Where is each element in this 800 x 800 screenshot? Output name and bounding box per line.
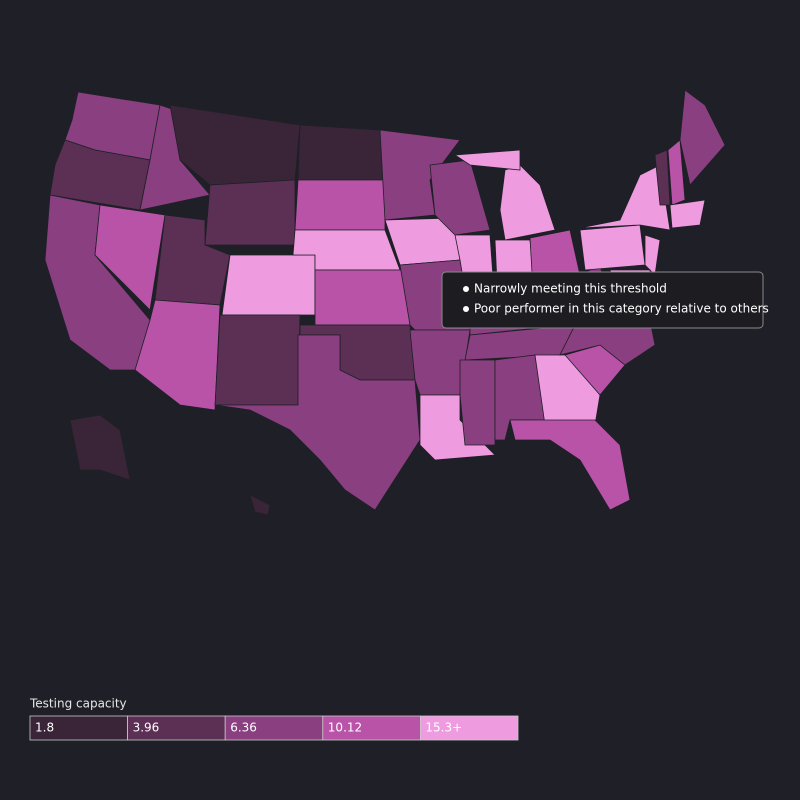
tooltip: Narrowly meeting this threshold Poor per… xyxy=(441,271,769,329)
state[interactable] xyxy=(679,89,726,186)
legend-label: 10.12 xyxy=(328,721,362,735)
tooltip-item: Narrowly meeting this threshold xyxy=(474,282,667,296)
state[interactable] xyxy=(314,269,411,326)
state[interactable] xyxy=(249,494,271,516)
state[interactable] xyxy=(453,149,521,171)
state[interactable] xyxy=(214,314,301,406)
state[interactable] xyxy=(294,179,386,231)
state[interactable] xyxy=(204,179,296,246)
state[interactable] xyxy=(534,354,601,426)
tooltip-box xyxy=(441,271,764,329)
legend-label: 1.8 xyxy=(35,721,54,735)
state[interactable] xyxy=(214,334,421,511)
state[interactable] xyxy=(69,414,131,481)
state[interactable] xyxy=(134,299,221,411)
legend-swatch xyxy=(224,715,324,741)
legend-swatch xyxy=(419,715,519,741)
state[interactable] xyxy=(459,359,496,446)
state[interactable] xyxy=(669,199,706,229)
state[interactable] xyxy=(297,124,386,181)
legend-swatch xyxy=(127,715,226,741)
legend-title: Testing capacity xyxy=(29,697,127,711)
state[interactable] xyxy=(379,129,461,221)
legend-swatch xyxy=(29,715,128,741)
legend-swatch xyxy=(322,715,421,741)
bullet xyxy=(463,286,469,292)
bullet xyxy=(463,306,469,312)
legend: 1.8 3.96 6.36 10.12 15.3+ xyxy=(29,715,519,741)
state[interactable] xyxy=(94,204,166,311)
state[interactable] xyxy=(579,224,646,271)
tooltip-item: Poor performer in this category relative… xyxy=(474,302,769,316)
legend-label: 6.36 xyxy=(230,721,257,735)
state[interactable] xyxy=(509,419,631,511)
legend-label: 15.3+ xyxy=(425,721,462,735)
state[interactable] xyxy=(221,254,316,316)
state[interactable] xyxy=(667,139,686,206)
legend-label: 3.96 xyxy=(133,721,160,735)
